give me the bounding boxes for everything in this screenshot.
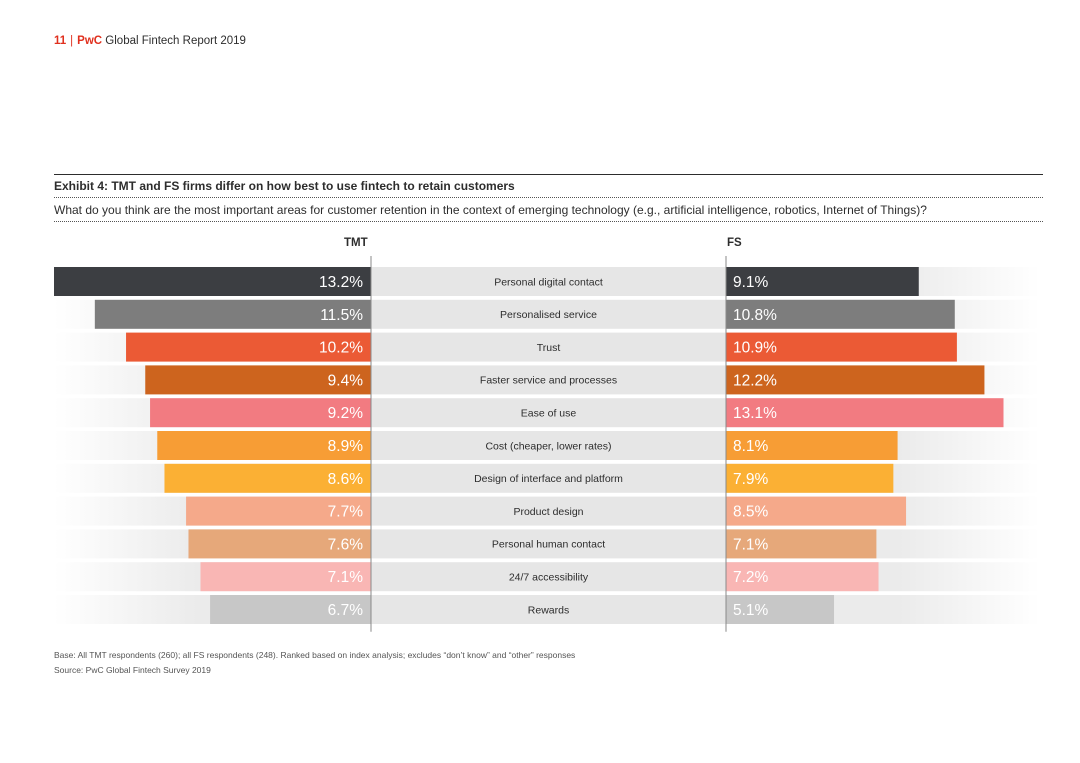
fs-column-header: FS: [727, 237, 742, 249]
fs-value-label: 10.8%: [733, 307, 777, 324]
tmt-bar: [210, 595, 371, 624]
header-separator: |: [70, 35, 74, 47]
tmt-value-label: 7.6%: [328, 536, 364, 553]
tmt-bar: [145, 365, 371, 395]
fs-value-label: 13.1%: [733, 405, 777, 422]
tmt-bar: [94, 299, 372, 329]
category-label: Product design: [513, 506, 583, 518]
row-background-center: [371, 529, 726, 559]
exhibit-title: Exhibit 4: TMT and FS firms differ on ho…: [54, 179, 515, 193]
fs-bar: [726, 365, 985, 395]
tmt-bar: [150, 398, 371, 428]
row-background-center: [371, 431, 726, 460]
row-background-center: [371, 332, 726, 362]
row-background-center: [371, 496, 726, 526]
title-rule: [54, 174, 1043, 175]
tmt-bar: [200, 562, 371, 592]
row-background-center: [371, 267, 726, 296]
footnote-base: Base: All TMT respondents (260); all FS …: [54, 650, 576, 660]
tmt-value-label: 10.2%: [319, 340, 363, 357]
tmt-value-label: 11.5%: [320, 307, 363, 324]
page-header: 11 | PwC Global Fintech Report 2019: [54, 35, 246, 47]
tmt-value-label: 9.2%: [328, 405, 364, 422]
tmt-column-header: TMT: [344, 237, 368, 249]
tmt-value-label: 7.7%: [328, 504, 364, 521]
category-label: Ease of use: [521, 408, 577, 420]
page-number: 11: [54, 35, 67, 47]
category-label: Personal digital contact: [494, 276, 603, 288]
category-label: Personal human contact: [492, 539, 605, 551]
fs-value-label: 8.5%: [733, 504, 769, 521]
fs-bar: [726, 463, 894, 493]
tmt-value-label: 8.9%: [328, 438, 364, 455]
fs-bar: [726, 398, 1004, 428]
row-background-center: [371, 595, 726, 624]
report-title: Global Fintech Report 2019: [105, 35, 246, 47]
fs-value-label: 5.1%: [733, 602, 769, 619]
fs-value-label: 7.1%: [733, 536, 769, 553]
fs-value-label: 7.9%: [733, 471, 769, 488]
fs-value-label: 9.1%: [733, 274, 769, 291]
fs-bar: [726, 529, 877, 559]
tmt-value-label: 7.1%: [328, 569, 364, 586]
tmt-bar: [157, 431, 371, 460]
fs-value-label: 12.2%: [733, 372, 777, 389]
category-label: Rewards: [528, 604, 569, 616]
category-label: Cost (cheaper, lower rates): [485, 440, 611, 452]
row-background-center: [371, 299, 726, 329]
fs-bar: [726, 299, 955, 329]
fs-value-label: 7.2%: [733, 569, 769, 586]
category-label: Design of interface and platform: [474, 473, 623, 485]
row-background-center: [371, 365, 726, 395]
tmt-value-label: 6.7%: [328, 602, 364, 619]
tmt-bar: [186, 496, 371, 526]
tmt-value-label: 13.2%: [319, 274, 363, 291]
row-background-center: [371, 562, 726, 592]
tmt-bar: [54, 267, 371, 296]
tmt-value-label: 9.4%: [328, 372, 364, 389]
category-label: 24/7 accessibility: [509, 572, 589, 584]
dotted-divider: [54, 197, 1043, 198]
row-background-center: [371, 398, 726, 428]
row-background-center: [371, 463, 726, 493]
survey-question: What do you think are the most important…: [54, 203, 927, 217]
tmt-bar: [188, 529, 371, 559]
category-label: Faster service and processes: [480, 375, 617, 387]
fs-value-label: 8.1%: [733, 438, 769, 455]
tmt-value-label: 8.6%: [328, 471, 364, 488]
fs-bar: [726, 595, 835, 624]
brand-name: PwC: [77, 35, 103, 47]
tmt-bar: [126, 332, 371, 362]
footnote-source: Source: PwC Global Fintech Survey 2019: [54, 665, 211, 675]
tmt-bar: [164, 463, 371, 493]
fs-bar: [726, 267, 919, 296]
category-label: Trust: [537, 342, 561, 354]
dotted-divider: [54, 221, 1043, 222]
category-label: Personalised service: [500, 309, 597, 321]
fs-bar: [726, 332, 957, 362]
fs-bar: [726, 431, 898, 460]
fs-bar: [726, 496, 907, 526]
fs-value-label: 10.9%: [733, 340, 777, 357]
fs-bar: [726, 562, 879, 592]
